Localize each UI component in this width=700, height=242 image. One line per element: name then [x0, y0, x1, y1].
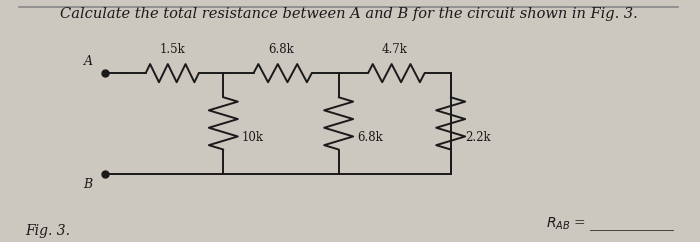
- Text: 6.8k: 6.8k: [357, 131, 383, 144]
- Text: 1.5k: 1.5k: [160, 43, 185, 56]
- Text: A: A: [84, 55, 92, 68]
- Text: $R_{AB}$ = ____________: $R_{AB}$ = ____________: [546, 215, 676, 233]
- Text: 2.2k: 2.2k: [466, 131, 491, 144]
- Text: Calculate the total resistance between A and B for the circuit shown in Fig. 3.: Calculate the total resistance between A…: [60, 7, 638, 21]
- Text: Fig. 3.: Fig. 3.: [26, 224, 71, 238]
- Text: 6.8k: 6.8k: [268, 43, 294, 56]
- Text: 4.7k: 4.7k: [382, 43, 407, 56]
- Text: 10k: 10k: [241, 131, 264, 144]
- Text: B: B: [84, 178, 93, 191]
